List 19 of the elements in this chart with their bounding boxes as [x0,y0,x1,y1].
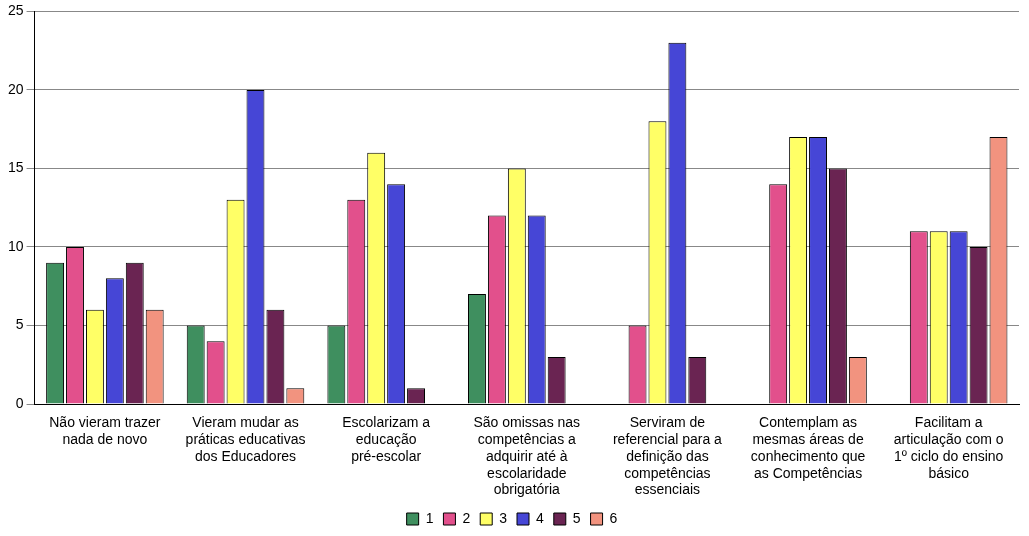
legend-label: 6 [609,509,618,526]
legend-label: 4 [536,509,544,526]
y-tick-label: 10 [7,237,24,254]
y-tick-label: 25 [7,2,24,19]
x-tick-label: Não vieram trazer nada de novo [49,414,161,448]
x-tick-label: Contemplam as mesmas áreas de conhecimento que as Competências [750,414,866,481]
x-tick-label: Vieram mudar as práticas educativas dos Educadores [185,414,306,464]
y-tick-label: 15 [7,159,24,176]
y-tick-label: 0 [15,394,24,411]
x-tick-label: Facilitam a articulação com o 1º ciclo do ensino básico [893,414,1004,481]
y-tick-label: 5 [15,316,24,333]
x-tick-label: São omissas nas competências a adquirir até à escolaridade obrigatória [473,414,581,498]
y-tick-label: 20 [7,80,24,97]
legend-label: 2 [462,509,471,526]
x-tick-label: Escolarizam a educação pré-escolar [342,414,431,464]
legend-label: 1 [425,509,434,526]
x-tick-label: Serviram de referencial para a definição das competências essenciais [612,414,723,498]
legend-label: 3 [499,509,508,526]
legend-label: 5 [572,509,581,526]
